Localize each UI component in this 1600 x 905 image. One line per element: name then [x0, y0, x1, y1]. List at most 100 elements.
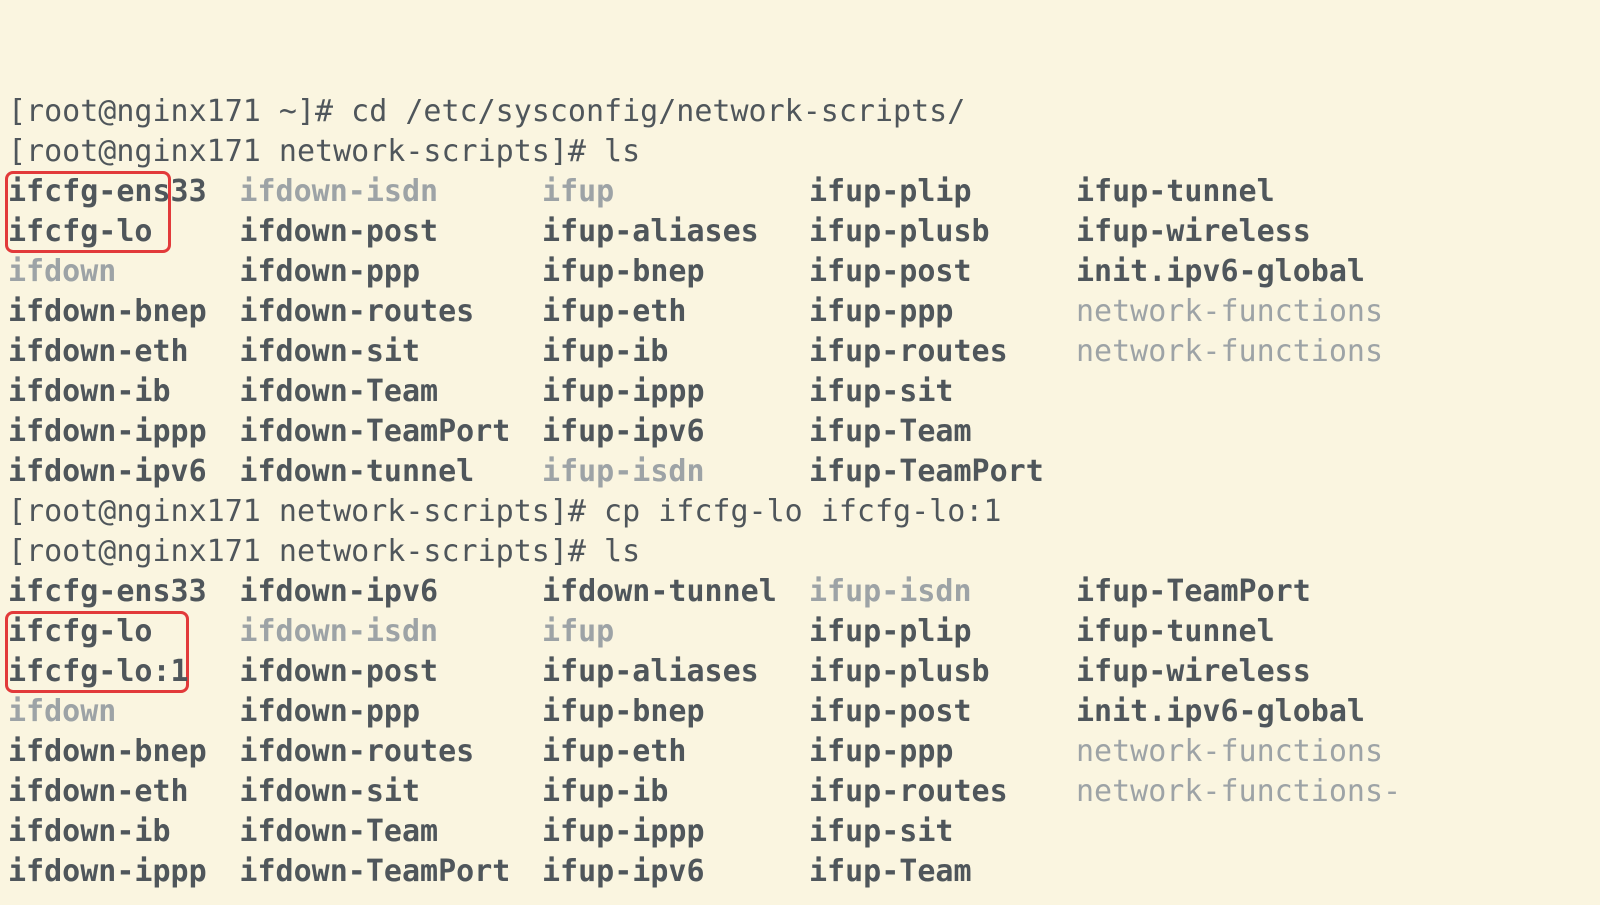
file-name: network-functions: [1076, 732, 1600, 772]
file-name: ifup-eth: [542, 732, 809, 772]
file-name: ifup-isdn: [809, 572, 1076, 612]
file-name: ifdown-sit: [239, 332, 542, 372]
file-name: ifdown-eth: [8, 332, 239, 372]
file-name: ifdown-bnep: [8, 292, 239, 332]
file-listing-row: ifdownifdown-pppifup-bnepifup-postinit.i…: [8, 252, 1592, 292]
file-listing-row: ifdown-bnepifdown-routesifup-ethifup-ppp…: [8, 732, 1592, 772]
file-name: network-functions: [1076, 292, 1600, 332]
file-name: ifup-ppp: [809, 732, 1076, 772]
file-listing-row: ifcfg-ens33ifdown-ipv6ifdown-tunnelifup-…: [8, 572, 1592, 612]
file-name: ifdown-ipv6: [239, 572, 542, 612]
file-name: ifdown-TeamPort: [239, 412, 542, 452]
file-name: ifdown-tunnel: [239, 452, 542, 492]
file-name: ifup-aliases: [542, 652, 809, 692]
file-name: ifup-plusb: [809, 212, 1076, 252]
file-name: ifup-routes: [809, 332, 1076, 372]
file-name: ifdown-isdn: [239, 612, 542, 652]
file-name: ifup: [542, 172, 809, 212]
file-name: ifdown-TeamPort: [239, 852, 542, 892]
file-listing-row: ifdown-ipppifdown-TeamPortifup-ipv6ifup-…: [8, 852, 1592, 892]
file-name: ifdown-Team: [239, 812, 542, 852]
file-listing-row: ifdown-ibifdown-Teamifup-ipppifup-sit: [8, 372, 1592, 412]
file-name: ifup-plusb: [809, 652, 1076, 692]
file-listing-row: ifcfg-ens33ifdown-isdnifupifup-plipifup-…: [8, 172, 1592, 212]
prompt-cp: [root@nginx171 network-scripts]# cp ifcf…: [8, 492, 1592, 532]
file-name: ifdown-post: [239, 652, 542, 692]
file-listing-row: ifdown-ethifdown-sitifup-ibifup-routesne…: [8, 772, 1592, 812]
file-name: ifcfg-ens33: [8, 572, 239, 612]
file-name: ifup: [542, 612, 809, 652]
prompt-ls-2-text: [root@nginx171 network-scripts]# ls: [8, 534, 640, 569]
file-name: ifup-TeamPort: [809, 452, 1076, 492]
file-name: ifdown-sit: [239, 772, 542, 812]
file-name: init.ipv6-global: [1076, 252, 1600, 292]
file-listing-row: ifdown-ibifdown-Teamifup-ipppifup-sit: [8, 812, 1592, 852]
file-name: ifdown-ppp: [239, 252, 542, 292]
file-name: ifup-ipv6: [542, 852, 809, 892]
prompt-ls-2: [root@nginx171 network-scripts]# ls: [8, 532, 1592, 572]
file-listing-row: ifcfg-lo:1ifdown-postifup-aliasesifup-pl…: [8, 652, 1592, 692]
file-name: ifup-ippp: [542, 812, 809, 852]
file-name: ifup-bnep: [542, 692, 809, 732]
file-name: ifdown-routes: [239, 732, 542, 772]
file-name: ifup-ippp: [542, 372, 809, 412]
prompt-cp-text: [root@nginx171 network-scripts]# cp ifcf…: [8, 494, 1001, 529]
file-listing-row: ifdown-ipv6ifdown-tunnelifup-isdnifup-Te…: [8, 452, 1592, 492]
file-name: ifdown-eth: [8, 772, 239, 812]
file-name: ifdown-ib: [8, 372, 239, 412]
file-name: ifcfg-lo: [8, 212, 239, 252]
file-name: network-functions-: [1076, 772, 1600, 812]
file-name: ifdown-bnep: [8, 732, 239, 772]
file-name: ifup-tunnel: [1076, 172, 1600, 212]
file-name: ifdown-ippp: [8, 852, 239, 892]
file-name: ifdown-post: [239, 212, 542, 252]
file-name: ifcfg-ens33: [8, 172, 239, 212]
file-name: ifup-eth: [542, 292, 809, 332]
file-name: ifcfg-lo:1: [8, 652, 239, 692]
file-name: ifup-plip: [809, 172, 1076, 212]
file-name: ifup-ib: [542, 772, 809, 812]
file-name: ifdown: [8, 692, 239, 732]
file-name: ifup-wireless: [1076, 652, 1600, 692]
file-name: network-functions: [1076, 332, 1600, 372]
file-name: ifdown-routes: [239, 292, 542, 332]
file-name: ifup-TeamPort: [1076, 572, 1600, 612]
file-listing-row: ifcfg-loifdown-isdnifupifup-plipifup-tun…: [8, 612, 1592, 652]
file-name: ifup-Team: [809, 852, 1076, 892]
file-name: ifup-Team: [809, 412, 1076, 452]
file-name: ifup-aliases: [542, 212, 809, 252]
file-name: ifup-ib: [542, 332, 809, 372]
file-listing-row: ifcfg-loifdown-postifup-aliasesifup-plus…: [8, 212, 1592, 252]
file-name: ifup-bnep: [542, 252, 809, 292]
file-name: ifdown-ib: [8, 812, 239, 852]
file-name: ifup-ipv6: [542, 412, 809, 452]
file-name: ifdown-ppp: [239, 692, 542, 732]
file-name: ifup-isdn: [542, 452, 809, 492]
file-name: ifup-wireless: [1076, 212, 1600, 252]
file-name: ifup-sit: [809, 812, 1076, 852]
terminal-output: [root@nginx171 ~]# cd /etc/sysconfig/net…: [0, 86, 1600, 898]
file-listing-row: ifdownifdown-pppifup-bnepifup-postinit.i…: [8, 692, 1592, 732]
file-name: ifdown-ippp: [8, 412, 239, 452]
file-name: ifdown-Team: [239, 372, 542, 412]
file-name: ifup-post: [809, 252, 1076, 292]
prompt-ls-1: [root@nginx171 network-scripts]# ls: [8, 132, 1592, 172]
prompt-ls-1-text: [root@nginx171 network-scripts]# ls: [8, 134, 640, 169]
file-listing-row: ifdown-bnepifdown-routesifup-ethifup-ppp…: [8, 292, 1592, 332]
file-name: init.ipv6-global: [1076, 692, 1600, 732]
file-name: ifdown-isdn: [239, 172, 542, 212]
file-name: ifup-sit: [809, 372, 1076, 412]
file-name: ifup-plip: [809, 612, 1076, 652]
file-listing-row: ifdown-ipppifdown-TeamPortifup-ipv6ifup-…: [8, 412, 1592, 452]
file-name: ifup-routes: [809, 772, 1076, 812]
file-name: ifup-ppp: [809, 292, 1076, 332]
prompt-cd: [root@nginx171 ~]# cd /etc/sysconfig/net…: [8, 92, 1592, 132]
file-name: ifup-tunnel: [1076, 612, 1600, 652]
file-name: ifdown: [8, 252, 239, 292]
file-listing-row: ifdown-ethifdown-sitifup-ibifup-routesne…: [8, 332, 1592, 372]
prompt-cd-text: [root@nginx171 ~]# cd /etc/sysconfig/net…: [8, 94, 965, 129]
file-name: ifdown-tunnel: [542, 572, 809, 612]
file-name: ifdown-ipv6: [8, 452, 239, 492]
file-name: ifup-post: [809, 692, 1076, 732]
file-name: ifcfg-lo: [8, 612, 239, 652]
